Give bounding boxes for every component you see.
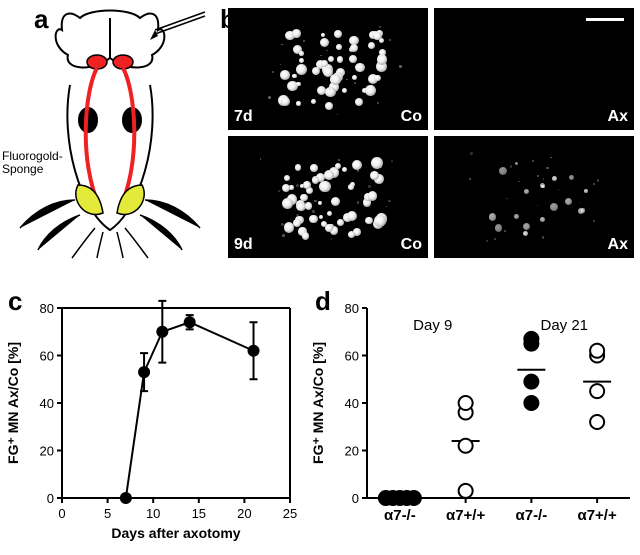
chart-c-svg: 0 20 40 60 80 0 5 10 15 20 25 Days after axotomy FG⁺… (0, 290, 300, 550)
svg-text:60: 60 (40, 349, 54, 364)
svg-text:Days after axotomy: Days after axotomy (111, 525, 240, 541)
svg-text:60: 60 (345, 349, 359, 364)
micrograph-7d-ax: Ax (434, 8, 634, 130)
micrograph-caption: Co (401, 108, 422, 126)
svg-text:5: 5 (104, 506, 111, 521)
scalebar (586, 18, 624, 21)
svg-text:α7+/+: α7+/+ (577, 507, 616, 524)
svg-text:40: 40 (40, 396, 54, 411)
svg-text:α7-/-: α7-/- (516, 507, 548, 524)
micrograph-day-label: 7d (234, 108, 253, 126)
micrograph-9d-ax: Ax (434, 136, 634, 258)
chart-d-svg: 0 20 40 60 80 FG⁺ MN Ax/Co [%] α7-/- α7+/+ α7-/-… (305, 290, 640, 550)
panel-d-chart: d 020406080FG⁺ MN Ax/Co [%]α7-/-α7+/+α7-… (305, 290, 640, 550)
svg-text:20: 20 (40, 444, 54, 459)
svg-text:20: 20 (237, 506, 251, 521)
svg-text:80: 80 (345, 301, 359, 316)
panel-a-diagram: a Fluorogold-Sponge (0, 0, 220, 260)
svg-text:Day 9: Day 9 (413, 317, 452, 334)
panel-label-a: a (34, 4, 48, 35)
panel-label-c: c (8, 286, 22, 317)
svg-text:α7-/-: α7-/- (384, 507, 416, 524)
svg-text:25: 25 (283, 506, 297, 521)
svg-text:Day 21: Day 21 (540, 317, 588, 334)
panel-b-micrographs: b 7d Co Ax 9d Co Ax (220, 0, 640, 260)
panel-label-b: b (220, 4, 236, 35)
svg-text:20: 20 (345, 444, 359, 459)
micrograph-caption: Ax (608, 108, 628, 126)
svg-text:10: 10 (146, 506, 160, 521)
svg-text:15: 15 (192, 506, 206, 521)
svg-text:FG⁺ MN Ax/Co [%]: FG⁺ MN Ax/Co [%] (310, 342, 326, 464)
micrograph-9d-co: 9d Co (228, 136, 428, 258)
svg-text:0: 0 (352, 491, 359, 506)
panel-c-chart: c 0204060800510152025Days after axotomyF… (0, 290, 300, 550)
micrograph-caption: Co (401, 236, 422, 254)
svg-text:α7+/+: α7+/+ (446, 507, 485, 524)
panel-label-d: d (315, 286, 331, 317)
svg-text:FG⁺ MN Ax/Co [%]: FG⁺ MN Ax/Co [%] (5, 342, 21, 464)
svg-text:40: 40 (345, 396, 359, 411)
diagram-svg (0, 0, 220, 260)
svg-text:80: 80 (40, 301, 54, 316)
svg-text:0: 0 (58, 506, 65, 521)
micrograph-7d-co: 7d Co (228, 8, 428, 130)
micrograph-day-label: 9d (234, 236, 253, 254)
svg-text:0: 0 (47, 491, 54, 506)
fluorogold-label: Fluorogold-Sponge (2, 150, 63, 176)
micrograph-caption: Ax (608, 236, 628, 254)
